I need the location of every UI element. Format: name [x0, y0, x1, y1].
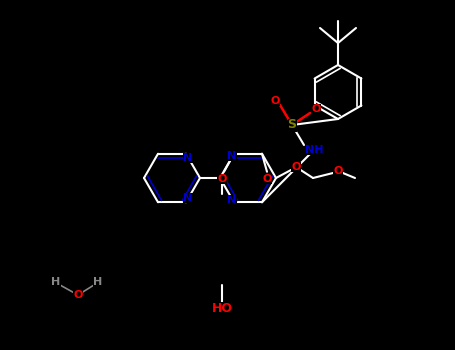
Text: O: O: [263, 174, 272, 184]
Text: O: O: [73, 290, 83, 300]
Text: S: S: [288, 119, 297, 132]
Text: H: H: [51, 277, 61, 287]
Text: H: H: [93, 277, 103, 287]
Text: N: N: [183, 153, 192, 163]
Text: N: N: [183, 193, 192, 203]
Text: NH: NH: [305, 145, 323, 155]
Text: HO: HO: [212, 301, 233, 315]
Text: N: N: [228, 151, 237, 161]
Text: O: O: [334, 166, 343, 176]
Text: O: O: [217, 174, 227, 184]
Text: N: N: [228, 195, 237, 205]
Text: O: O: [291, 162, 301, 172]
Text: O: O: [311, 104, 321, 114]
Text: O: O: [270, 96, 280, 106]
